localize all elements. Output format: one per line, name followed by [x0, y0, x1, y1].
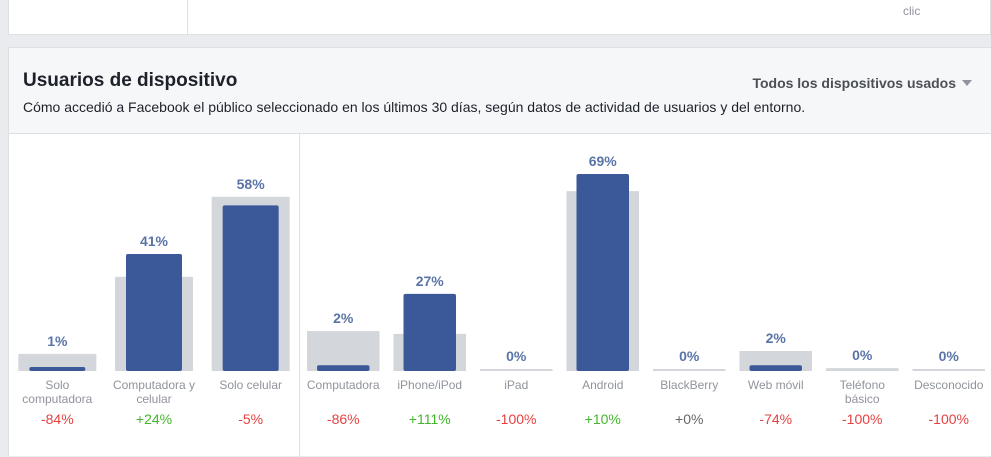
selected-bar [576, 174, 629, 371]
category-label: Teléfono [840, 378, 886, 392]
category-label: Solo [45, 378, 69, 392]
clic-label: clic [903, 4, 921, 18]
baseline-bar [307, 331, 380, 371]
change-label: -100% [842, 411, 882, 427]
value-label: 2% [766, 330, 787, 346]
device-filter-label: Todos los dispositivos usados [752, 75, 956, 91]
top-card-divider [187, 0, 188, 34]
card-subtitle: Cómo accedió a Facebook el público selec… [23, 99, 806, 115]
value-label: 2% [333, 310, 354, 326]
selected-bar [29, 367, 86, 371]
category-label: BlackBerry [660, 378, 718, 392]
baseline-bar [826, 368, 899, 371]
value-label: 0% [506, 348, 527, 364]
card-title: Usuarios de dispositivo [23, 70, 238, 91]
baseline-bar [480, 369, 553, 371]
category-label: básico [845, 392, 880, 406]
selected-bar [222, 205, 279, 371]
baseline-bar [653, 369, 726, 371]
category-label: Computadora y [113, 378, 195, 392]
device-filter-dropdown[interactable]: Todos los dispositivos usados [752, 75, 972, 91]
change-label: +24% [136, 411, 172, 427]
baseline-bar [18, 353, 97, 371]
value-label: 58% [237, 176, 266, 192]
change-label: -100% [929, 411, 969, 427]
baseline-bar [912, 369, 985, 371]
selected-bar [403, 293, 456, 371]
change-label: +111% [409, 411, 451, 427]
category-label: celular [136, 392, 171, 406]
category-label: Desconocido [914, 378, 984, 392]
change-label: -74% [759, 411, 792, 427]
selected-bar [749, 365, 802, 371]
value-label: 1% [47, 333, 68, 349]
change-label: -100% [496, 411, 536, 427]
value-label: 0% [939, 348, 960, 364]
category-label: Computadora [307, 378, 380, 392]
value-label: 27% [416, 273, 445, 289]
change-label: +10% [585, 411, 621, 427]
device-users-card: Usuarios de dispositivo Cómo accedió a F… [8, 47, 991, 457]
value-label: 41% [140, 233, 169, 249]
category-label: computadora [22, 392, 92, 406]
chart-divider [299, 134, 300, 457]
selected-bar [317, 365, 370, 371]
category-label: Android [582, 378, 623, 392]
change-label: +0% [675, 411, 703, 427]
chevron-down-icon [962, 80, 972, 86]
change-label: -5% [238, 411, 263, 427]
category-label: Solo celular [219, 378, 282, 392]
category-label: iPad [504, 378, 528, 392]
value-label: 0% [852, 347, 873, 363]
selected-bar [126, 253, 182, 371]
card-header: Usuarios de dispositivo Cómo accedió a F… [9, 48, 991, 134]
change-label: -86% [327, 411, 360, 427]
category-label: Web móvil [748, 378, 804, 392]
value-label: 0% [679, 348, 700, 364]
change-label: -84% [41, 411, 74, 427]
category-label: iPhone/iPod [397, 378, 462, 392]
value-label: 69% [589, 153, 618, 169]
top-card-fragment: clic [8, 0, 991, 35]
